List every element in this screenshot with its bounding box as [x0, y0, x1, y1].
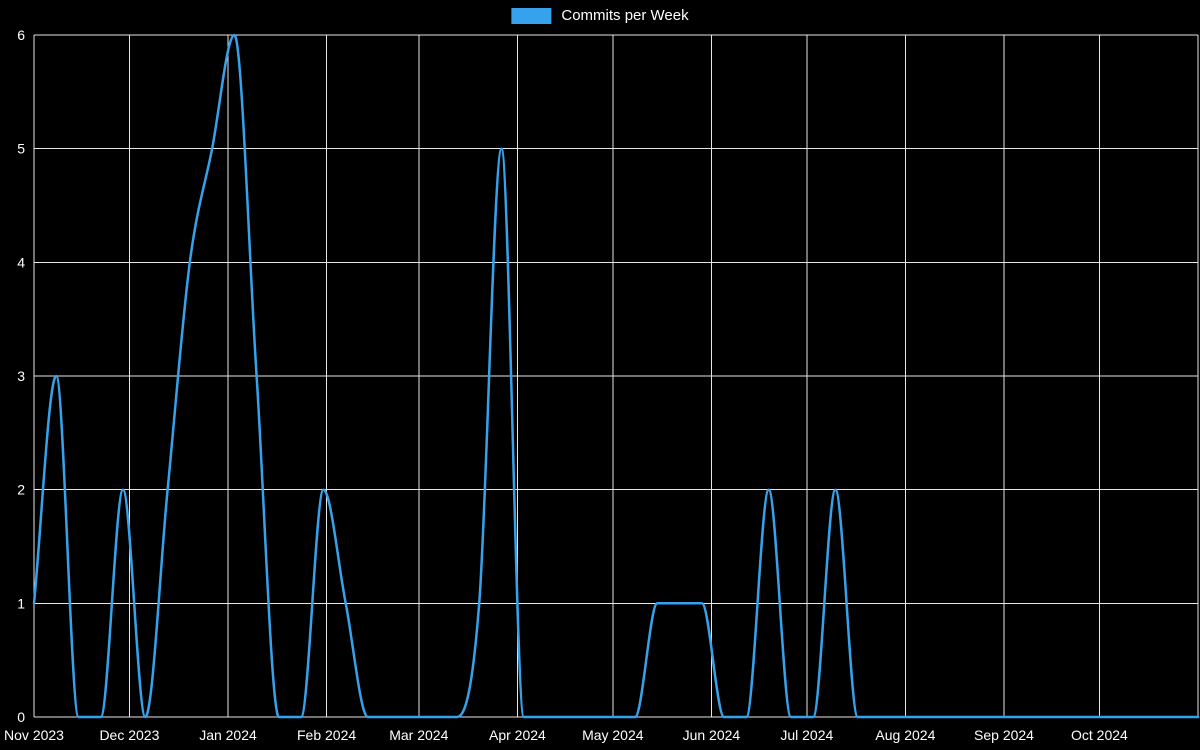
- y-tick-label: 6: [17, 27, 25, 43]
- x-tick-label: Jun 2024: [683, 727, 741, 743]
- x-tick-label: Jan 2024: [199, 727, 257, 743]
- y-tick-label: 1: [17, 595, 25, 611]
- x-tick-label: Jul 2024: [780, 727, 833, 743]
- x-tick-label: Mar 2024: [389, 727, 448, 743]
- legend-label: Commits per Week: [561, 7, 689, 24]
- x-tick-label: May 2024: [582, 727, 644, 743]
- y-tick-label: 2: [17, 482, 25, 498]
- x-tick-label: Nov 2023: [4, 727, 64, 743]
- x-tick-label: Apr 2024: [489, 727, 546, 743]
- legend[interactable]: Commits per Week: [511, 7, 689, 24]
- y-tick-label: 0: [17, 709, 25, 725]
- grid: [33, 34, 1199, 718]
- x-tick-label: Oct 2024: [1071, 727, 1128, 743]
- x-tick-label: Sep 2024: [974, 727, 1034, 743]
- series-line-commits: [32, 33, 1200, 719]
- y-tick-label: 4: [17, 254, 25, 270]
- x-tick-label: Feb 2024: [297, 727, 356, 743]
- x-tick-label: Dec 2023: [99, 727, 159, 743]
- y-tick-label: 3: [17, 368, 25, 384]
- x-tick-label: Aug 2024: [875, 727, 935, 743]
- axis-labels: 0 1 2 3 4 5 6 Nov 2023 Dec 2023 Jan 2024 Feb 2024 M…: [4, 27, 1128, 743]
- y-tick-label: 5: [17, 141, 25, 157]
- legend-swatch: [511, 8, 552, 24]
